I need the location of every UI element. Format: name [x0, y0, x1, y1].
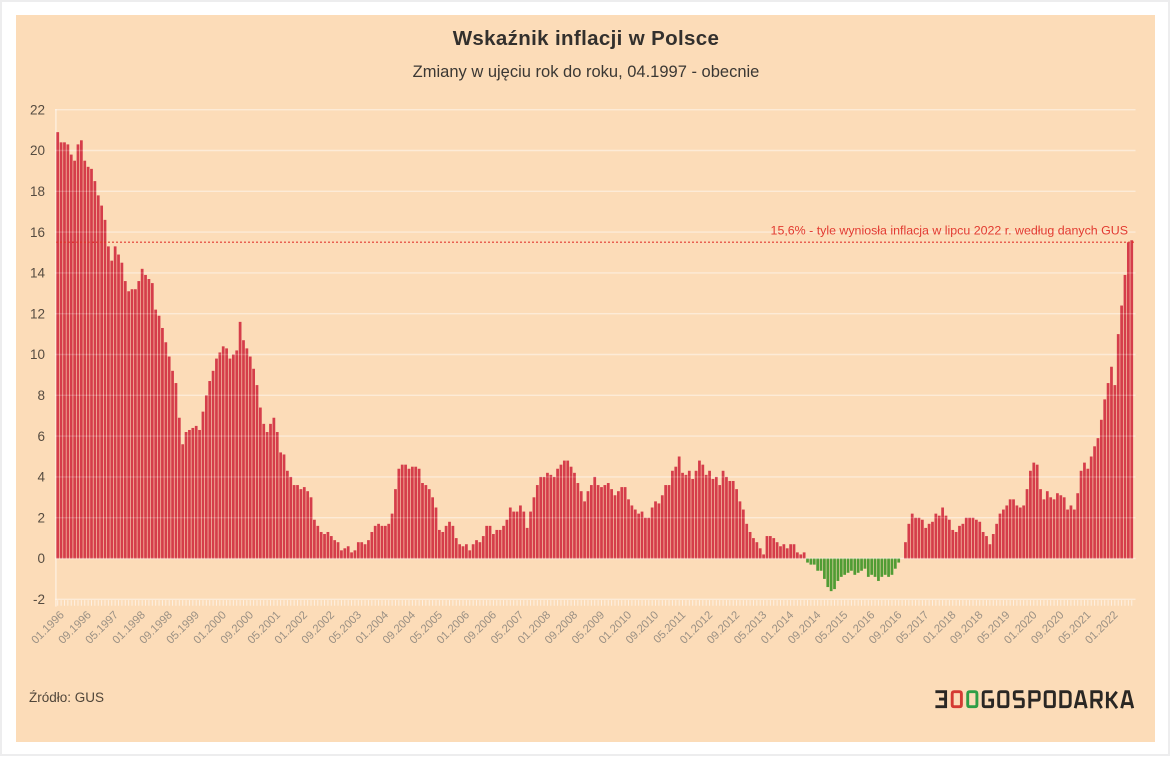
svg-text:-2: -2 [33, 592, 45, 607]
svg-text:16: 16 [30, 225, 45, 240]
svg-text:6: 6 [37, 429, 45, 444]
svg-text:15,6% - tyle wyniosła inflacja: 15,6% - tyle wyniosła inflacja w lipcu 2… [771, 224, 1128, 238]
svg-text:2: 2 [37, 510, 45, 525]
svg-text:4: 4 [37, 470, 45, 485]
svg-text:20: 20 [30, 143, 45, 158]
svg-text:0: 0 [37, 551, 45, 566]
svg-text:18: 18 [30, 184, 45, 199]
svg-text:22: 22 [30, 102, 45, 117]
svg-text:12: 12 [30, 306, 45, 321]
svg-text:14: 14 [30, 266, 46, 281]
svg-text:8: 8 [37, 388, 45, 403]
svg-text:10: 10 [30, 347, 45, 362]
